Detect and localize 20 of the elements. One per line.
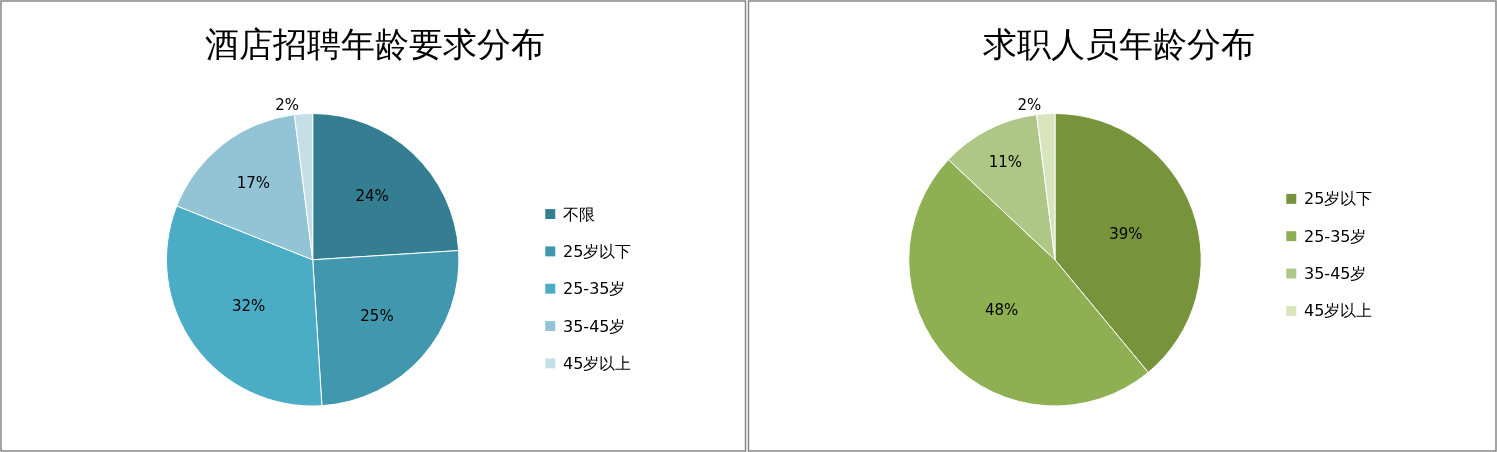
- data-label: 2%: [1017, 95, 1042, 114]
- legend-label: 45岁以上: [563, 354, 632, 373]
- data-label: 11%: [988, 153, 1023, 172]
- legend-label: 25-35岁: [1304, 227, 1367, 246]
- legend-label: 不限: [563, 205, 595, 224]
- legend-label: 45岁以上: [1304, 301, 1373, 320]
- legend-label: 25岁以下: [563, 242, 632, 261]
- data-label: 32%: [231, 297, 266, 316]
- chart-title: 求职人员年龄分布: [983, 24, 1255, 64]
- legend-label: 35-45岁: [1304, 264, 1367, 283]
- legend-label: 25-35岁: [563, 279, 626, 298]
- chart-title: 酒店招聘年龄要求分布: [205, 24, 545, 64]
- data-label: 17%: [236, 174, 270, 193]
- data-label: 25%: [360, 307, 394, 326]
- legend-label: 25岁以下: [1304, 189, 1373, 208]
- legend-label: 35-45岁: [563, 317, 626, 336]
- data-label: 24%: [355, 187, 389, 206]
- data-label: 48%: [984, 300, 1019, 319]
- data-label: 39%: [1109, 225, 1143, 244]
- data-label: 2%: [275, 95, 300, 114]
